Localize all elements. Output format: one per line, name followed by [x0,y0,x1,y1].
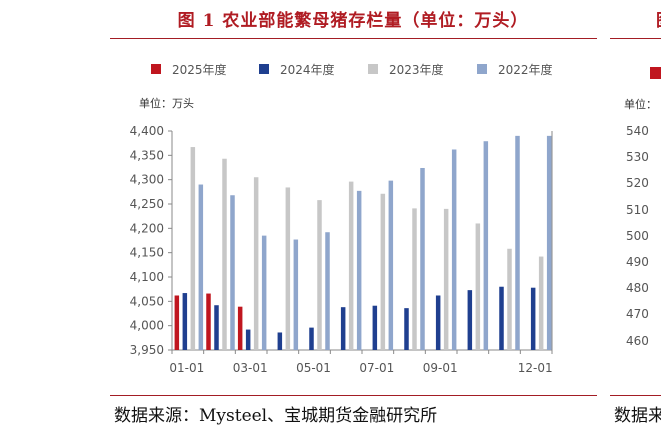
bar-2024年度 [340,307,346,350]
bar-2024年度 [309,327,314,350]
bar-2023年度 [412,208,417,350]
adjacent-chart-y-tick: 530 [626,150,649,165]
bar-2022年度 [451,149,457,350]
y-tick-label: 4,000 [130,319,164,333]
adjacent-chart-y-tick: 460 [626,333,649,348]
bar-2025年度 [206,293,211,350]
y-tick-label: 4,150 [130,246,164,260]
x-tick-label: 09-01 [423,361,458,375]
adjacent-chart-title-fragment: 图 [656,6,661,31]
legend-label: 2024年度 [280,62,335,77]
bar-2022年度 [230,195,235,350]
bar-2023年度 [475,223,481,350]
y-tick-label: 4,400 [130,124,164,138]
bar-2024年度 [372,305,378,350]
source-rule [110,395,597,396]
adjacent-chart-y-tick: 540 [626,124,649,138]
legend-swatch [368,64,378,74]
bar-2022年度 [515,135,520,350]
bar-2022年度 [198,184,204,350]
bar-2022年度 [483,141,489,350]
bar-2023年度 [507,248,512,350]
bar-2024年度 [404,308,409,350]
title-rule [110,38,597,39]
chart-title: 图 1 农业部能繁母猪存栏量（单位：万头） [177,11,529,31]
bar-2024年度 [245,329,251,350]
bar-2025年度 [237,306,243,350]
bar-2024年度 [467,290,473,350]
legend-swatch [259,64,269,74]
bar-2022年度 [388,180,394,350]
bar-2023年度 [253,177,259,350]
y-tick-label: 4,100 [130,270,164,284]
bar-2022年度 [325,232,330,350]
x-tick-label: 07-01 [359,361,394,375]
adjacent-chart-y-tick: 480 [626,281,649,296]
legend-swatch [151,64,161,74]
bar-2023年度 [348,181,354,350]
adjacent-data-source-fragment: 数据来 [614,406,661,426]
bar-2023年度 [222,158,227,350]
adjacent-chart-unit-label: 单位： [624,98,657,111]
y-tick-label: 4,250 [130,197,164,211]
bar-2024年度 [435,295,441,350]
bar-2024年度 [277,332,283,350]
y-tick-label: 4,050 [130,294,164,308]
bar-2024年度 [182,293,188,350]
unit-label: 单位：万头 [139,96,194,110]
bar-2024年度 [499,286,504,350]
legend-label: 2025年度 [172,62,227,77]
adjacent-chart-y-tick: 510 [626,202,649,217]
bar-2024年度 [214,305,219,350]
data-source-note: 数据来源：Mysteel、宝城期货金融研究所 [114,406,438,426]
x-tick-label: 05-01 [296,361,331,375]
bar-2024年度 [530,287,536,350]
adjacent-chart-y-tick: 470 [626,307,649,322]
legend-label: 2022年度 [498,62,553,77]
bar-2022年度 [261,235,267,350]
x-tick-label: 01-01 [169,361,204,375]
adjacent-chart-legend-swatch [650,67,661,79]
y-tick-label: 4,350 [130,148,164,162]
adjacent-title-rule [610,38,661,39]
x-tick-label: 03-01 [233,361,268,375]
legend-label: 2023年度 [389,62,444,77]
legend-swatch [477,64,487,74]
adjacent-chart-y-tick: 490 [626,255,649,269]
bar-2022年度 [420,167,425,350]
y-tick-label: 4,300 [130,173,164,187]
bar-2023年度 [285,187,291,350]
bar-2023年度 [443,208,449,350]
bar-2022年度 [293,239,299,350]
bar-2022年度 [356,190,362,350]
bar-2023年度 [538,256,544,350]
x-tick-label: 12-01 [518,361,553,375]
adjacent-chart-y-tick: 520 [626,176,649,191]
bar-2023年度 [317,200,322,350]
y-tick-label: 4,200 [130,221,164,235]
y-tick-label: 3,950 [130,343,164,357]
bar-2025年度 [174,295,180,350]
adjacent-source-rule [610,395,661,396]
bar-2023年度 [380,193,386,350]
bar-2022年度 [546,135,552,350]
adjacent-chart-y-tick: 500 [626,228,649,243]
bar-2023年度 [190,147,196,350]
